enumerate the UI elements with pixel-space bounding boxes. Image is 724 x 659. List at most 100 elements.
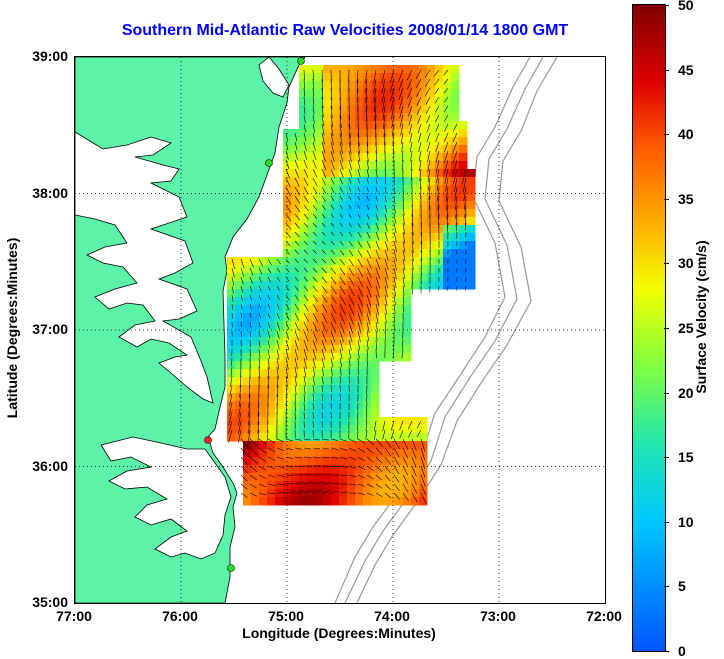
velocity-cell	[291, 305, 300, 314]
velocity-cell	[307, 361, 316, 370]
velocity-cell	[251, 321, 260, 330]
ytick-label: 39:00	[32, 48, 68, 64]
velocity-cell	[243, 417, 252, 426]
velocity-cell	[259, 273, 268, 282]
velocity-cell	[371, 409, 380, 418]
velocity-cell	[435, 89, 444, 98]
velocity-cell	[379, 217, 388, 226]
velocity-cell	[355, 233, 364, 242]
velocity-arrow	[411, 168, 413, 181]
velocity-cell	[403, 233, 412, 242]
station-hatteras-marker[interactable]	[204, 436, 212, 444]
velocity-cell	[379, 497, 388, 506]
velocity-arrow	[294, 249, 299, 255]
ytick-label: 36:00	[32, 457, 68, 474]
velocity-cell	[395, 121, 404, 130]
velocity-cell	[355, 369, 364, 378]
station-middle-marker[interactable]	[265, 159, 273, 167]
station-south-marker[interactable]	[227, 564, 235, 572]
velocity-cell	[323, 81, 332, 90]
velocity-arrow	[303, 231, 309, 237]
velocity-arrow	[454, 177, 458, 193]
velocity-arrow	[375, 150, 378, 162]
velocity-arrow	[435, 114, 440, 123]
velocity-arrow	[303, 96, 306, 106]
velocity-cell	[243, 441, 252, 450]
velocity-cell	[339, 377, 348, 386]
velocity-cell	[291, 497, 300, 506]
velocity-arrow	[384, 240, 389, 252]
velocity-cell	[299, 177, 308, 186]
velocity-cell	[267, 425, 276, 434]
velocity-arrow	[357, 159, 361, 170]
velocity-arrow	[249, 465, 258, 472]
velocity-cell	[299, 385, 308, 394]
map-plot-area[interactable]	[74, 56, 606, 604]
velocity-cell	[243, 321, 252, 330]
velocity-cell	[235, 305, 244, 314]
velocity-cell	[395, 457, 404, 466]
velocity-map[interactable]	[75, 57, 605, 603]
velocity-cell	[339, 89, 348, 98]
velocity-cell	[363, 385, 372, 394]
velocity-arrow	[402, 465, 408, 476]
velocity-cell	[419, 457, 428, 466]
velocity-cell	[339, 289, 348, 298]
velocity-cell	[387, 417, 396, 426]
velocity-cell	[259, 321, 268, 330]
velocity-cell	[291, 193, 300, 202]
velocity-cell	[371, 169, 380, 178]
velocity-cell	[379, 129, 388, 138]
velocity-cell	[275, 297, 284, 306]
velocity-arrow	[285, 438, 293, 442]
velocity-cell	[371, 489, 380, 498]
velocity-arrow	[348, 258, 354, 267]
velocity-cell	[307, 449, 316, 458]
velocity-arrow	[330, 465, 339, 468]
velocity-arrow	[420, 447, 426, 461]
velocity-cell	[315, 89, 324, 98]
velocity-cell	[299, 193, 308, 202]
velocity-cell	[291, 313, 300, 322]
velocity-arrow	[384, 204, 387, 213]
colorbar-tick-mark	[664, 521, 669, 523]
velocity-cell	[259, 425, 268, 434]
velocity-arrow	[348, 240, 353, 247]
velocity-arrow	[365, 96, 368, 113]
velocity-cell	[347, 409, 356, 418]
velocity-cell	[323, 497, 332, 506]
velocity-cell	[323, 257, 332, 266]
velocity-cell	[427, 177, 436, 186]
velocity-cell	[267, 361, 276, 370]
velocity-cell	[243, 281, 252, 290]
colorbar-tick-mark	[664, 263, 669, 265]
velocity-cell	[331, 201, 340, 210]
velocity-cell	[371, 145, 380, 154]
velocity-arrow	[249, 267, 254, 276]
velocity-cell	[347, 441, 356, 450]
velocity-arrow	[238, 402, 242, 417]
velocity-arrow	[375, 330, 378, 341]
colorbar-tick-label: 5	[678, 578, 686, 595]
velocity-arrow	[267, 258, 272, 266]
station-north-marker[interactable]	[297, 57, 305, 65]
velocity-cell	[315, 329, 324, 338]
velocity-arrow	[365, 69, 368, 84]
velocity-cell	[403, 105, 412, 114]
velocity-arrow	[402, 204, 405, 216]
velocity-arrow	[321, 393, 323, 401]
velocity-cell	[299, 401, 308, 410]
colorbar	[632, 4, 666, 652]
velocity-cell	[379, 417, 388, 426]
velocity-arrow	[437, 204, 440, 220]
velocity-cell	[307, 185, 316, 194]
velocity-arrow	[444, 105, 449, 113]
velocity-arrow	[393, 222, 397, 234]
velocity-arrow	[247, 411, 251, 426]
velocity-arrow	[285, 231, 291, 238]
velocity-cell	[259, 345, 268, 354]
velocity-cell	[331, 425, 340, 434]
velocity-arrow	[348, 204, 352, 210]
velocity-cell	[235, 273, 244, 282]
velocity-arrow	[339, 204, 343, 210]
